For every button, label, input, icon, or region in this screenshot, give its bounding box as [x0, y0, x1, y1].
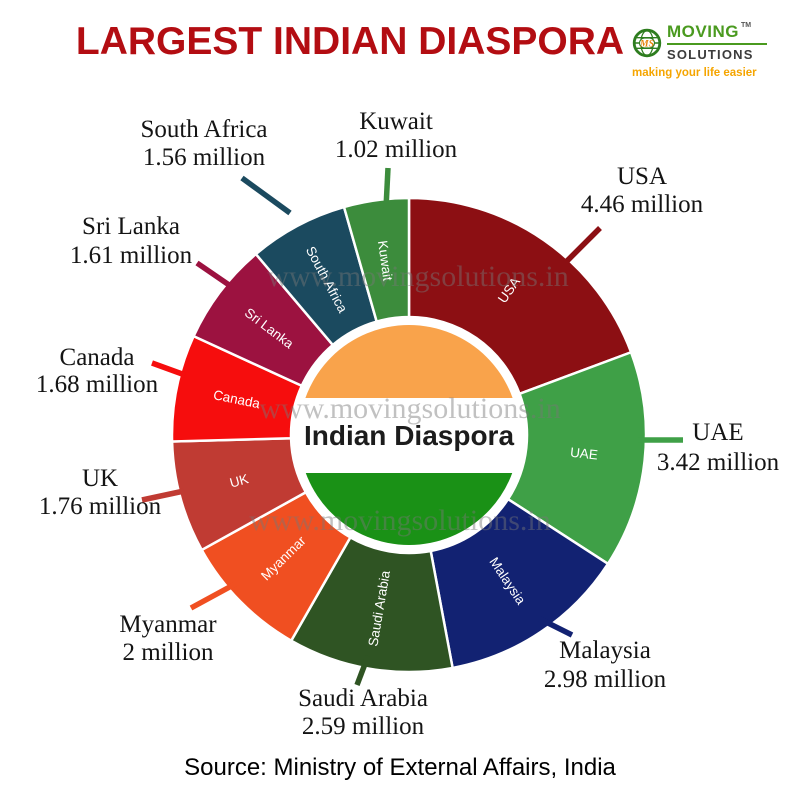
trademark-symbol: TM [740, 22, 752, 29]
country-name-uae: UAE [692, 419, 743, 446]
slice-label-uk: UK [228, 471, 250, 490]
country-value-myanmar: 2 million [123, 639, 214, 666]
slice-label-kuwait: Kuwait [375, 240, 395, 282]
country-value-uk: 1.76 million [39, 493, 162, 520]
page-title: LARGEST INDIAN DIASPORA [75, 20, 625, 63]
leader-line-usa [565, 226, 602, 263]
logo-divider [667, 43, 767, 45]
logo-wordmark: MOVING TM SOLUTIONS [667, 22, 767, 63]
logo-solutions-text: SOLUTIONS [667, 47, 754, 62]
source-note: Source: Ministry of External Affairs, In… [184, 754, 616, 781]
country-name-sri-lanka: Sri Lanka [82, 213, 180, 240]
slice-label-uae: UAE [569, 445, 598, 463]
country-value-saudi-arabia: 2.59 million [302, 713, 425, 740]
logo-moving-text: MOVING [667, 22, 739, 41]
leader-lines [141, 167, 683, 686]
center-label: Indian Diaspora [304, 420, 514, 451]
country-name-usa: USA [617, 163, 667, 190]
watermark-3: www.movingsolutions.in [249, 504, 550, 537]
leader-line-kuwait [383, 167, 391, 209]
leader-line-saudi-arabia [354, 655, 371, 686]
globe-icon: MS [632, 28, 662, 57]
leader-line-canada [151, 360, 186, 378]
logo-ms-monogram: MS [639, 38, 654, 49]
leader-line-south-africa [240, 175, 292, 216]
country-name-myanmar: Myanmar [119, 611, 217, 638]
country-name-canada: Canada [60, 344, 135, 371]
watermarks: www.movingsolutions.in www.movingsolution… [249, 260, 568, 537]
country-value-uae: 3.42 million [657, 449, 780, 476]
watermark-2: www.movingsolutions.in [259, 392, 560, 425]
country-value-usa: 4.46 million [581, 191, 704, 218]
watermark-1: www.movingsolutions.in [267, 260, 568, 293]
leader-line-sri-lanka [195, 260, 234, 290]
flag-white-band [299, 398, 519, 473]
country-name-south-africa: South Africa [140, 116, 267, 143]
logo-tagline: making your life easier [632, 67, 757, 79]
country-name-malaysia: Malaysia [559, 637, 651, 664]
leader-line-myanmar [189, 580, 239, 611]
country-value-kuwait: 1.02 million [335, 136, 458, 163]
brand-logo: MS MOVING TM SOLUTIONS making your life e… [632, 22, 782, 79]
country-value-sri-lanka: 1.61 million [70, 242, 193, 269]
country-name-kuwait: Kuwait [359, 108, 433, 135]
country-value-malaysia: 2.98 million [544, 666, 667, 693]
country-name-uk: UK [82, 465, 118, 492]
country-name-saudi-arabia: Saudi Arabia [298, 685, 428, 712]
leader-line-malaysia [536, 615, 574, 638]
leader-line-uk [141, 488, 185, 503]
country-value-canada: 1.68 million [36, 371, 159, 398]
country-value-south-africa: 1.56 million [143, 144, 266, 171]
